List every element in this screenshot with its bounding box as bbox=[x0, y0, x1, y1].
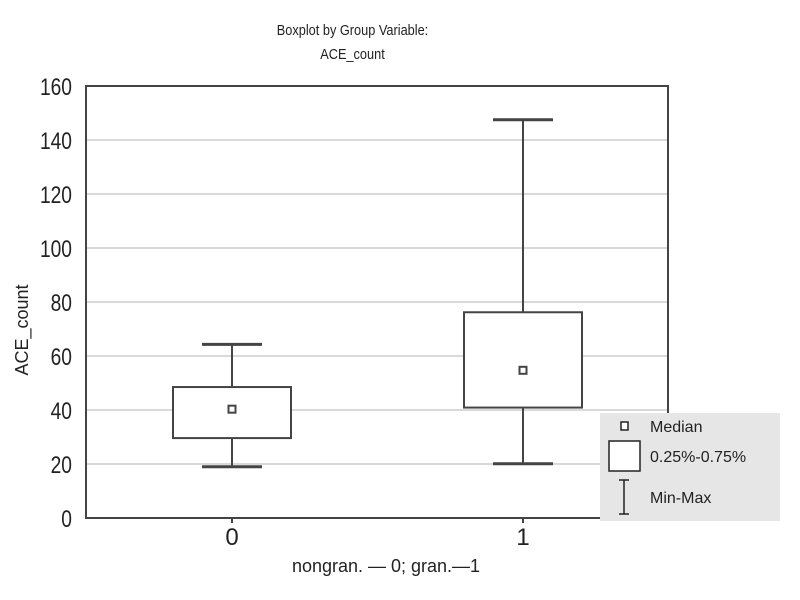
legend-median-icon bbox=[620, 421, 629, 431]
median-marker bbox=[227, 404, 237, 414]
y-tick-label: 80 bbox=[51, 289, 72, 317]
y-tick-label: 20 bbox=[51, 451, 72, 479]
y-tick-label: 120 bbox=[40, 181, 72, 209]
x-axis-label: nongran. — 0; gran.—1 bbox=[292, 556, 480, 576]
chart-title: Boxplot by Group Variable: bbox=[276, 22, 429, 39]
legend-item-label: 0.25%-0.75% bbox=[650, 449, 746, 466]
legend-item-label: Median bbox=[650, 419, 702, 436]
y-axis-label: ACE_count bbox=[12, 284, 33, 375]
y-tick-label: 40 bbox=[51, 397, 72, 425]
y-tick-label: 100 bbox=[40, 235, 72, 263]
legend-box-icon bbox=[608, 440, 641, 472]
y-tick-label: 0 bbox=[61, 505, 72, 533]
y-tick-label: 160 bbox=[40, 73, 72, 101]
median-marker bbox=[518, 365, 528, 375]
y-tick-label: 60 bbox=[51, 343, 72, 371]
x-tick-label: 0 bbox=[225, 524, 238, 551]
plot-frame bbox=[85, 85, 669, 519]
legend-item-label: Min-Max bbox=[650, 490, 711, 507]
chart-subtitle: ACE_count bbox=[320, 46, 385, 63]
iqr-box bbox=[463, 311, 583, 409]
x-tick-label: 1 bbox=[516, 524, 529, 551]
y-tick-label: 140 bbox=[40, 127, 72, 155]
